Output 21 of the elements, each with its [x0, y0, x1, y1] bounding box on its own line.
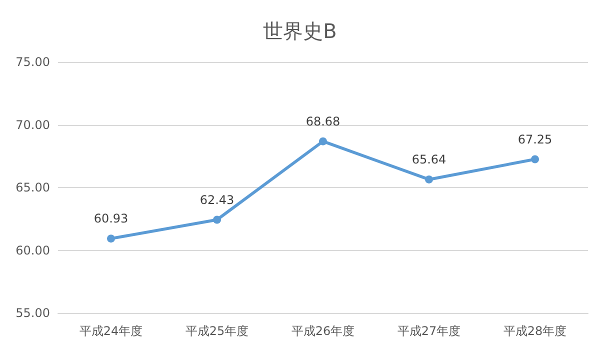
x-tick-label: 平成28年度	[503, 324, 567, 338]
x-tick-label: 平成27年度	[397, 324, 461, 338]
chart-title: 世界史B	[263, 19, 337, 43]
y-tick-label: 70.00	[16, 118, 50, 132]
point	[425, 175, 433, 184]
point	[319, 137, 327, 146]
point	[213, 216, 221, 224]
data-label: 60.93	[94, 212, 128, 226]
data-label: 68.68	[306, 114, 340, 128]
y-tick-label: 60.00	[16, 243, 50, 258]
data-label: 62.43	[200, 192, 234, 207]
y-tick-label: 75.00	[16, 55, 50, 69]
point	[531, 155, 539, 164]
y-tick-label: 55.00	[16, 306, 50, 320]
y-tick-label: 65.00	[16, 180, 50, 194]
x-tick-label: 平成26年度	[291, 324, 355, 338]
point	[107, 234, 115, 243]
x-tick-label: 平成24年度	[79, 324, 143, 338]
data-label: 67.25	[518, 132, 552, 146]
data-label: 65.64	[412, 152, 446, 166]
x-tick-label: 平成25年度	[185, 324, 249, 338]
